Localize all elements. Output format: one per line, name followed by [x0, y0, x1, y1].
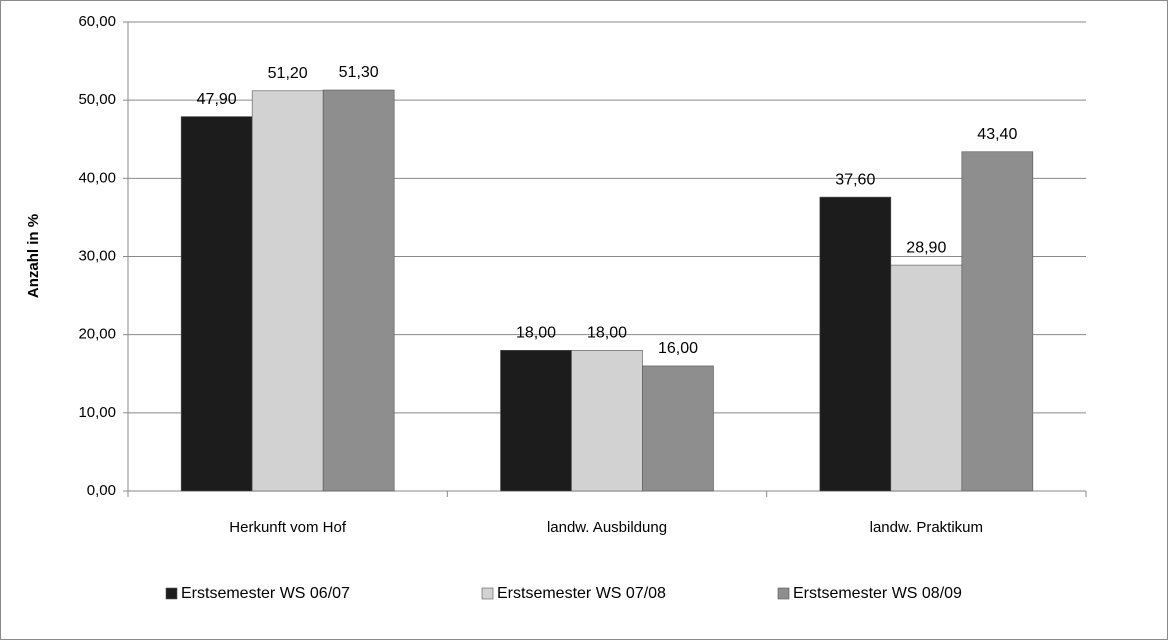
- legend-swatch: [777, 587, 790, 600]
- x-tick-label: landw. Praktikum: [870, 519, 983, 536]
- y-axis-label: Anzahl in %: [25, 214, 42, 298]
- x-tick-label: landw. Ausbildung: [547, 519, 667, 536]
- y-tick-label: 10,00: [78, 404, 116, 421]
- legend-label: Erstsemester WS 07/08: [497, 585, 666, 602]
- legend-label: Erstsemester WS 06/07: [181, 585, 350, 602]
- y-tick-label: 60,00: [78, 13, 116, 30]
- bar: [890, 264, 963, 492]
- bar: [500, 349, 572, 492]
- value-label: 43,40: [977, 126, 1017, 143]
- legend-swatch: [165, 587, 178, 600]
- y-tick-label: 30,00: [78, 247, 116, 264]
- bar: [642, 365, 714, 492]
- y-tick-label: 40,00: [78, 169, 116, 186]
- legend-label: Erstsemester WS 08/09: [793, 585, 962, 602]
- bar: [251, 90, 324, 492]
- bar: [571, 349, 643, 492]
- y-tick-label: 50,00: [78, 91, 116, 108]
- bar: [322, 89, 395, 492]
- legend-swatch: [481, 587, 494, 600]
- value-label: 18,00: [587, 325, 627, 342]
- x-tick-label: Herkunft vom Hof: [229, 519, 347, 536]
- value-label: 47,90: [197, 91, 237, 108]
- y-tick-label: 0,00: [87, 482, 116, 499]
- value-label: 28,90: [906, 239, 946, 256]
- bar: [961, 151, 1034, 492]
- value-label: 51,20: [268, 65, 308, 82]
- value-label: 51,30: [339, 64, 379, 81]
- value-label: 37,60: [835, 171, 875, 188]
- bar: [180, 116, 253, 492]
- bar: [819, 196, 892, 492]
- y-tick-label: 20,00: [78, 326, 116, 343]
- value-label: 18,00: [516, 325, 556, 342]
- value-label: 16,00: [658, 340, 698, 357]
